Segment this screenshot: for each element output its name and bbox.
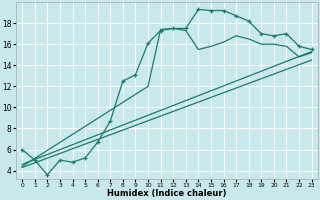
X-axis label: Humidex (Indice chaleur): Humidex (Indice chaleur) [107, 189, 227, 198]
